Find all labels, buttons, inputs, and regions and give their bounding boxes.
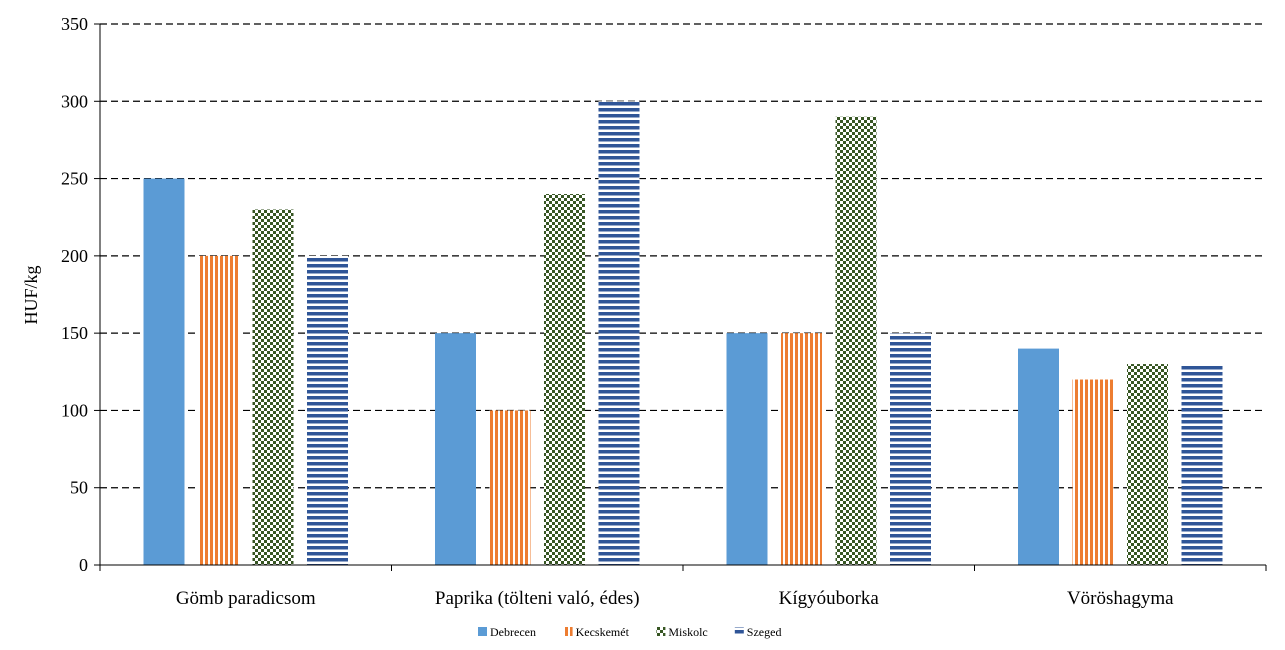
legend-label: Szeged <box>747 625 782 639</box>
y-tick-label: 100 <box>61 400 88 420</box>
bars <box>143 101 1223 566</box>
bar-debrecen-1 <box>143 178 185 566</box>
legend-item-kecskemét: Kecskemét <box>563 625 630 639</box>
legend-swatch <box>734 627 744 636</box>
y-tick-label: 200 <box>61 246 88 266</box>
legend-label: Miskolc <box>668 625 707 639</box>
bar-kecskemét-1 <box>198 255 239 565</box>
legend-swatch <box>478 627 487 636</box>
bar-kecskemét-3 <box>781 333 822 565</box>
legend-label: Kecskemét <box>576 625 630 639</box>
bar-szeged-3 <box>890 333 931 565</box>
x-category-label: Kígyóuborka <box>779 588 880 609</box>
bar-miskolc-1 <box>252 209 294 565</box>
y-tick-label: 300 <box>61 91 88 111</box>
y-tick-label: 50 <box>70 478 88 498</box>
bar-miskolc-2 <box>544 194 585 565</box>
x-category-label: Paprika (tölteni való, édes) <box>435 588 640 609</box>
bar-debrecen-2 <box>435 333 476 565</box>
bar-szeged-1 <box>307 255 348 565</box>
bar-miskolc-3 <box>835 116 877 565</box>
y-tick-label: 350 <box>61 14 88 34</box>
x-category-label: Gömb paradicsom <box>176 588 316 609</box>
y-tick-label: 250 <box>61 169 88 189</box>
bar-debrecen-4 <box>1018 348 1059 565</box>
y-tick-label: 0 <box>79 555 88 575</box>
bar-debrecen-3 <box>726 333 768 565</box>
bar-szeged-4 <box>1181 364 1223 565</box>
legend-label: Debrecen <box>490 625 536 639</box>
bar-kecskemét-2 <box>489 410 531 565</box>
legend-item-szeged: Szeged <box>734 625 782 639</box>
legend: Debrecen Kecskemét Miskolc Szeged <box>478 625 781 639</box>
legend-swatch <box>563 627 573 636</box>
legend-item-miskolc: Miskolc <box>656 625 708 639</box>
y-tick-label: 150 <box>61 323 88 343</box>
bar-miskolc-4 <box>1127 364 1168 565</box>
legend-swatch <box>656 627 666 636</box>
bar-szeged-2 <box>598 101 640 566</box>
axes: 0 50 100 150 200 250 300 350 Gömb paradicsom Papr… <box>61 14 1267 609</box>
gridlines <box>100 23 1266 489</box>
legend-item-debrecen: Debrecen <box>478 625 536 639</box>
bar-kecskemét-4 <box>1072 379 1114 565</box>
x-category-label: Vöröshagyma <box>1067 588 1174 609</box>
y-axis-title: HUF/kg <box>21 265 41 324</box>
